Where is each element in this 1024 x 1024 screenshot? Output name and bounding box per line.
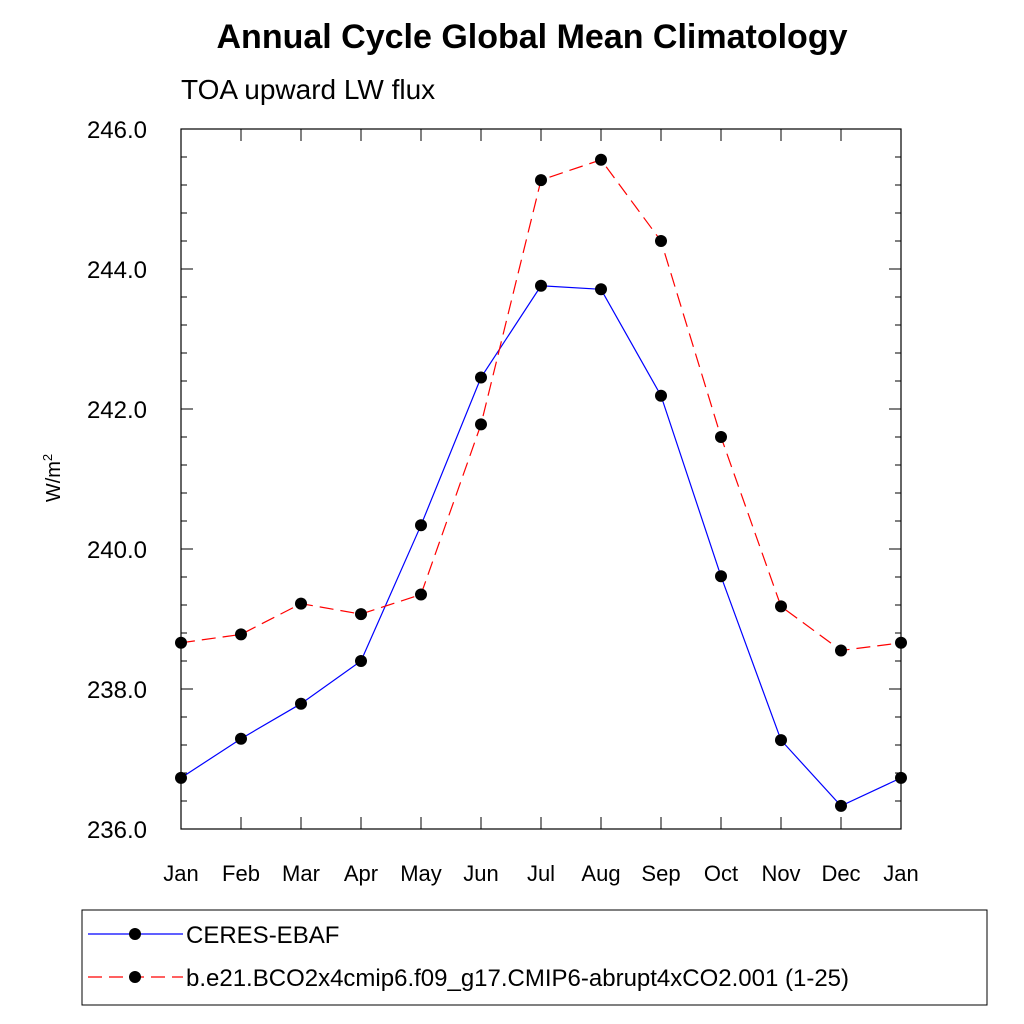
x-tick-label: Jan	[163, 861, 198, 886]
plot-area: 236.0 238.0 240.0 242.0 244.0 246.0 Jan Feb Mar A…	[87, 117, 919, 886]
series-1-point	[775, 734, 787, 747]
series-1-point	[355, 655, 367, 667]
series-1-point	[595, 283, 607, 296]
y-tick-label: 242.0	[87, 397, 147, 424]
series-1-point	[295, 697, 307, 710]
series-1-point	[655, 389, 667, 402]
x-tick-label: Oct	[704, 861, 738, 886]
x-tick-label: Mar	[282, 861, 320, 886]
series-2-point	[475, 418, 487, 431]
plot-frame	[180, 128, 902, 830]
series-2-point	[895, 636, 907, 649]
series-2-point	[595, 153, 607, 166]
y-tick-label: 244.0	[87, 257, 147, 284]
series-line-1	[180, 285, 902, 807]
series-2-point	[715, 431, 727, 443]
y-tick-label: 240.0	[87, 537, 147, 564]
x-tick-label: Apr	[344, 861, 378, 886]
legend-label-2: b.e21.BCO2x4cmip6.f09_g17.CMIP6-abrupt4x…	[186, 965, 849, 992]
series-2-point	[775, 600, 787, 613]
series-1-point	[535, 279, 547, 292]
series-2-point	[655, 235, 667, 247]
legend-label-1: CERES-EBAF	[186, 922, 339, 949]
series-1-point	[415, 519, 427, 532]
y-tick-label: 246.0	[87, 117, 147, 144]
x-tick-label: Jun	[463, 861, 498, 886]
x-tick-label: Feb	[222, 861, 260, 886]
series-2-point	[295, 597, 307, 610]
series-2-point	[835, 644, 847, 657]
series-2-point	[415, 588, 427, 601]
chart-subtitle: TOA upward LW flux	[181, 74, 435, 105]
x-tick-label: May	[400, 861, 442, 886]
legend-marker-2	[129, 971, 141, 983]
chart-title: Annual Cycle Global Mean Climatology	[217, 18, 848, 56]
legend-box	[81, 909, 988, 1006]
series-2-point	[235, 628, 247, 641]
legend-marker-1	[129, 928, 141, 940]
series-line-2	[180, 159, 902, 652]
x-tick-label: Jan	[883, 861, 918, 886]
x-tick-label: Sep	[641, 861, 680, 886]
y-axis-label: W/m2	[40, 454, 65, 502]
y-tick-label: 238.0	[87, 677, 147, 704]
series-2-point	[355, 608, 367, 621]
series-1-point	[895, 771, 907, 784]
series-1-point	[235, 732, 247, 745]
series-1-point	[835, 799, 847, 812]
series-1-point	[175, 771, 187, 784]
series-2-point	[535, 174, 547, 187]
y-tick-label: 236.0	[87, 817, 147, 844]
series-2-point	[175, 636, 187, 649]
x-tick-label: Dec	[821, 861, 860, 886]
legend: CERES-EBAF b.e21.BCO2x4cmip6.f09_g17.CMIP…	[81, 909, 988, 1006]
series-1-point	[475, 371, 487, 384]
x-tick-label: Jul	[527, 861, 555, 886]
x-tick-label: Nov	[761, 861, 800, 886]
x-tick-label: Aug	[581, 861, 620, 886]
series-1-point	[715, 570, 727, 583]
